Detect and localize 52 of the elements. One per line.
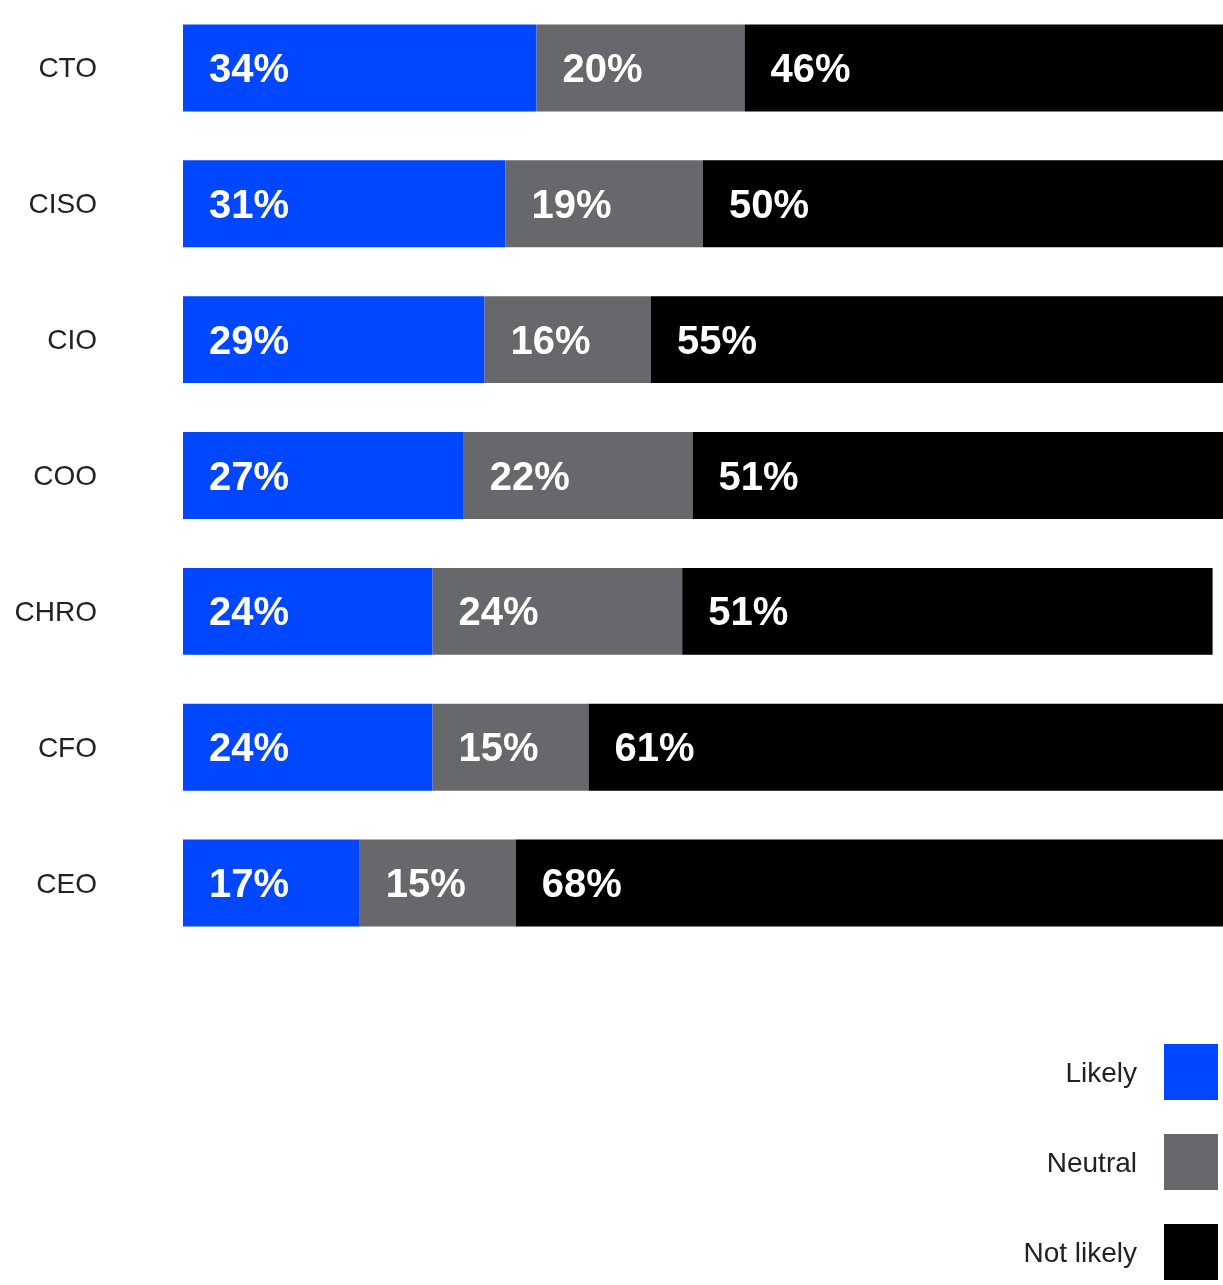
y-tick-label: COO xyxy=(33,460,97,491)
data-label: 51% xyxy=(708,589,789,634)
data-label: 15% xyxy=(458,725,539,770)
y-tick-label: CIO xyxy=(47,324,97,356)
bar xyxy=(463,432,693,519)
data-label: 31% xyxy=(209,181,290,226)
legend-label: Likely xyxy=(1065,1056,1137,1088)
data-label: 16% xyxy=(510,317,591,362)
bar xyxy=(183,432,464,519)
data-label: 34% xyxy=(209,45,290,90)
data-label: 68% xyxy=(541,861,622,906)
y-tick-label: CTO xyxy=(38,52,97,84)
data-label: 50% xyxy=(729,181,810,226)
data-label: 46% xyxy=(770,45,851,90)
data-label: 24% xyxy=(209,725,290,770)
legend-label: Not likely xyxy=(1023,1236,1137,1268)
data-label: 61% xyxy=(614,725,695,770)
bar xyxy=(744,24,1223,112)
bar xyxy=(183,567,433,655)
y-tick-label: CHRO xyxy=(14,595,97,627)
bar xyxy=(682,567,1213,655)
bar xyxy=(515,839,1223,927)
bar xyxy=(484,296,651,384)
bar xyxy=(703,160,1223,248)
data-label: 51% xyxy=(718,453,799,498)
data-label: 29% xyxy=(209,317,290,362)
y-tick-label: CISO xyxy=(28,188,97,220)
bar xyxy=(432,703,589,791)
bar xyxy=(536,24,745,112)
bar xyxy=(651,296,1223,384)
y-tick-label: CEO xyxy=(36,867,97,899)
bar xyxy=(588,703,1223,791)
bar xyxy=(505,160,703,248)
data-label: 27% xyxy=(209,453,290,498)
data-label: 22% xyxy=(489,453,570,498)
bar xyxy=(692,432,1223,519)
bar xyxy=(183,839,360,927)
data-label: 20% xyxy=(562,45,643,90)
legend-label: Neutral xyxy=(1046,1146,1137,1178)
data-label: 24% xyxy=(458,589,539,634)
data-label: 55% xyxy=(677,317,758,362)
data-label: 17% xyxy=(209,861,290,906)
bar xyxy=(183,703,433,791)
data-label: 24% xyxy=(209,589,290,634)
bar xyxy=(183,24,537,112)
bar xyxy=(359,839,516,927)
bar xyxy=(183,296,485,384)
y-tick-label: CFO xyxy=(37,731,97,763)
data-label: 19% xyxy=(531,181,612,226)
data-label: 15% xyxy=(385,861,466,906)
bar xyxy=(183,160,506,248)
bar xyxy=(432,567,683,655)
